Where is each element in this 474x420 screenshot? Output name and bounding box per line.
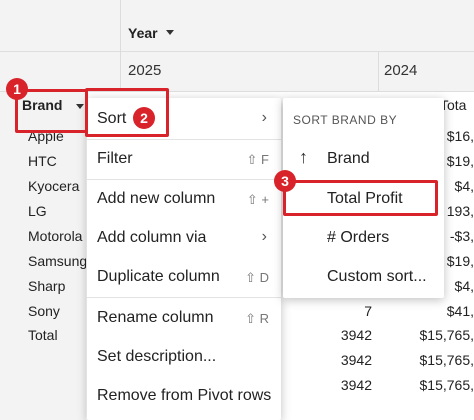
brand-dropdown-caret-icon[interactable] bbox=[76, 104, 84, 109]
year-column-header[interactable]: Year bbox=[128, 25, 158, 41]
column-divider bbox=[378, 52, 379, 92]
year-values-row bbox=[0, 52, 474, 92]
highlight-brand-header bbox=[15, 89, 88, 133]
menu-divider bbox=[87, 297, 281, 298]
menu-item-label: Add column via bbox=[97, 229, 207, 246]
profit-cell: $19, bbox=[446, 153, 474, 169]
chevron-right-icon: › bbox=[261, 228, 267, 245]
column-context-menu: Sort › Filter ⇧ F Add new column ⇧ + Add… bbox=[87, 98, 281, 420]
shortcut-hint: ⇧ D bbox=[245, 270, 269, 285]
step-badge-1: 1 bbox=[6, 78, 28, 100]
step-badge-2: 2 bbox=[133, 107, 155, 129]
sort-custom[interactable]: Custom sort... bbox=[283, 258, 444, 296]
menu-item-rename-column[interactable]: Rename column ⇧ R bbox=[87, 299, 281, 338]
menu-item-add-new-column[interactable]: Add new column ⇧ + bbox=[87, 180, 281, 219]
orders-cell: 3942 bbox=[340, 327, 372, 343]
step-badge-3: 3 bbox=[274, 170, 296, 192]
menu-item-label: Add new column bbox=[97, 190, 216, 207]
profit-cell: $16, bbox=[446, 128, 474, 144]
shortcut-hint: ⇧ F bbox=[246, 152, 269, 167]
chevron-right-icon: › bbox=[261, 109, 267, 126]
profit-cell: $15,765, bbox=[419, 352, 474, 368]
highlight-sort-item bbox=[85, 88, 169, 137]
sort-by-orders[interactable]: # Orders bbox=[283, 219, 444, 257]
row-header-column bbox=[0, 92, 86, 420]
menu-divider bbox=[87, 139, 281, 140]
menu-item-duplicate-column[interactable]: Duplicate column ⇧ D bbox=[87, 258, 281, 297]
menu-divider bbox=[87, 179, 281, 180]
profit-cell: $15,765, bbox=[419, 377, 474, 393]
year-2025-header: 2025 bbox=[128, 62, 162, 79]
menu-item-sort[interactable]: Sort › bbox=[87, 100, 281, 139]
profit-cell: -$3, bbox=[449, 228, 474, 244]
menu-item-filter[interactable]: Filter ⇧ F bbox=[87, 140, 281, 179]
orders-cell: 3942 bbox=[340, 352, 372, 368]
sort-by-brand[interactable]: ↑ Brand bbox=[283, 140, 444, 178]
profit-cell: $41, bbox=[446, 303, 474, 319]
menu-item-add-column-via[interactable]: Add column via › bbox=[87, 219, 281, 258]
menu-item-label: Remove from Pivot rows bbox=[97, 387, 272, 404]
total-column-header: Tota bbox=[440, 97, 467, 113]
menu-item-set-description[interactable]: Set description... bbox=[87, 338, 281, 377]
menu-item-label: Filter bbox=[97, 150, 133, 167]
brand-cell: Sharp bbox=[28, 278, 66, 294]
brand-cell-total: Total bbox=[28, 327, 58, 343]
profit-cell: $4, bbox=[454, 278, 474, 294]
brand-cell: HTC bbox=[28, 153, 57, 169]
profit-cell: $19, bbox=[446, 253, 474, 269]
sort-option-label: Brand bbox=[327, 150, 370, 167]
sort-submenu: SORT BRAND BY bbox=[283, 98, 444, 298]
sort-option-label: Total Profit bbox=[327, 190, 403, 207]
column-header-row bbox=[0, 0, 474, 52]
sort-by-total-profit[interactable]: Total Profit bbox=[283, 180, 444, 218]
brand-cell: LG bbox=[28, 203, 47, 219]
menu-item-label: Set description... bbox=[97, 348, 217, 365]
menu-item-label: Rename column bbox=[97, 309, 214, 326]
profit-cell: 193, bbox=[446, 203, 474, 219]
sort-option-label: Custom sort... bbox=[327, 268, 427, 285]
sort-option-label: # Orders bbox=[327, 229, 390, 246]
column-divider bbox=[120, 0, 121, 92]
shortcut-hint: ⇧ + bbox=[246, 192, 269, 207]
menu-item-label: Sort bbox=[97, 110, 127, 127]
menu-item-remove-from-pivot-rows[interactable]: Remove from Pivot rows bbox=[87, 377, 281, 416]
orders-cell: 3942 bbox=[340, 377, 372, 393]
arrow-up-icon: ↑ bbox=[299, 147, 308, 167]
brand-cell: Sony bbox=[28, 303, 60, 319]
brand-cell: Motorola bbox=[28, 228, 83, 244]
menu-item-label: Duplicate column bbox=[97, 268, 220, 285]
brand-cell: Samsung bbox=[28, 253, 86, 269]
profit-cell: $4, bbox=[454, 178, 474, 194]
orders-cell: 7 bbox=[364, 303, 372, 319]
submenu-title: SORT BRAND BY bbox=[293, 113, 398, 127]
shortcut-hint: ⇧ R bbox=[245, 311, 269, 326]
year-dropdown-caret-icon[interactable] bbox=[166, 30, 174, 35]
brand-row-header[interactable]: Brand bbox=[22, 97, 63, 113]
year-2024-header: 2024 bbox=[384, 62, 418, 79]
profit-cell: $15,765, bbox=[419, 327, 474, 343]
highlight-total-profit bbox=[283, 180, 438, 216]
brand-cell: Kyocera bbox=[28, 178, 80, 194]
